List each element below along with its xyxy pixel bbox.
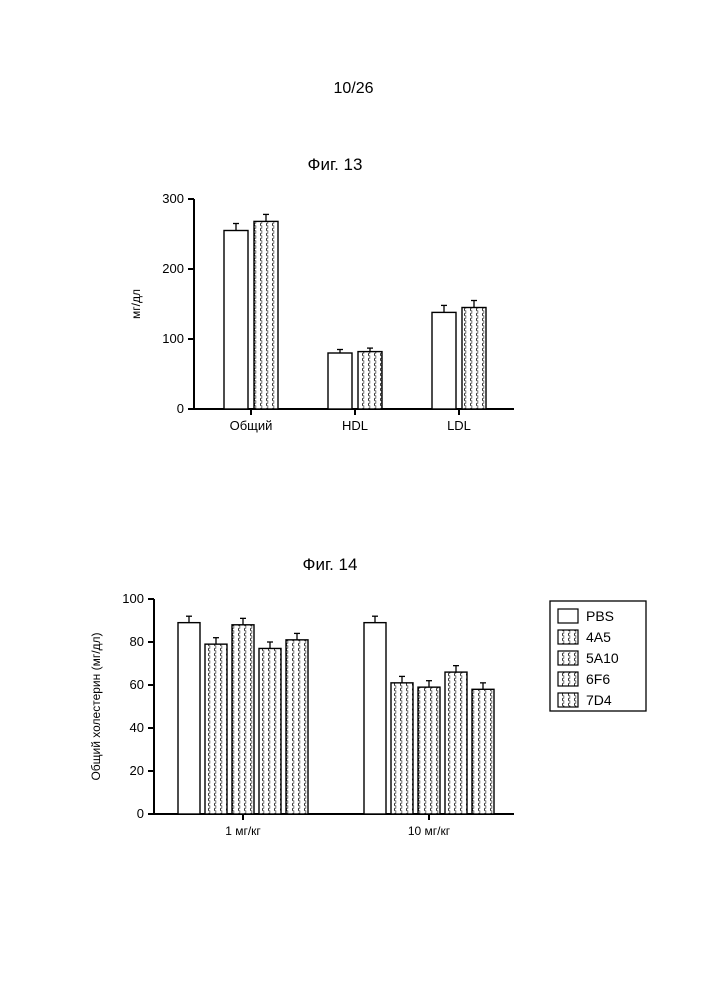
category-label: 1 мг/кг bbox=[225, 824, 261, 838]
legend-swatch bbox=[558, 651, 578, 665]
bar bbox=[232, 625, 254, 814]
page-number: 10/26 bbox=[0, 80, 707, 98]
category-label: Общий bbox=[230, 418, 273, 433]
y-axis-label: мг/дл bbox=[129, 289, 143, 319]
svg-text:80: 80 bbox=[130, 634, 144, 649]
bar bbox=[286, 640, 308, 814]
figure-14: Фиг. 14 020406080100Общий холестерин (мг… bbox=[80, 555, 640, 867]
figure-14-chart: 0 20 40 60 80 100 Общий холестерин (мг/дл) 1 мг… bbox=[80, 587, 660, 867]
bar bbox=[205, 644, 227, 814]
figure-13: Фиг. 13 0 100 200 300 мг/дл Общий HDL LDL bbox=[120, 155, 550, 447]
bar bbox=[445, 672, 467, 814]
page: 10/26 Фиг. 13 0100200300мг/длОбщийHDLLDL… bbox=[0, 0, 707, 1000]
legend-label: 4A5 bbox=[586, 629, 611, 645]
category-label: 10 мг/кг bbox=[408, 824, 451, 838]
category-label: HDL bbox=[342, 418, 368, 433]
figure-13-chart: 0 100 200 300 мг/дл Общий HDL LDL bbox=[120, 187, 550, 447]
svg-text:40: 40 bbox=[130, 720, 144, 735]
legend-label: 7D4 bbox=[586, 692, 612, 708]
svg-text:0: 0 bbox=[177, 401, 184, 416]
bar bbox=[462, 308, 486, 410]
y-axis-label: Общий холестерин (мг/дл) bbox=[89, 632, 103, 780]
figure-14-title: Фиг. 14 bbox=[20, 555, 640, 575]
bar bbox=[472, 689, 494, 814]
svg-text:100: 100 bbox=[122, 591, 144, 606]
legend-swatch bbox=[558, 672, 578, 686]
svg-text:0: 0 bbox=[137, 806, 144, 821]
bar bbox=[364, 623, 386, 814]
bar bbox=[178, 623, 200, 814]
bar bbox=[224, 231, 248, 410]
bar bbox=[432, 312, 456, 409]
category-label: LDL bbox=[447, 418, 471, 433]
legend-swatch bbox=[558, 693, 578, 707]
svg-text:100: 100 bbox=[162, 331, 184, 346]
legend-swatch bbox=[558, 630, 578, 644]
svg-text:200: 200 bbox=[162, 261, 184, 276]
legend-label: 5A10 bbox=[586, 650, 619, 666]
svg-text:20: 20 bbox=[130, 763, 144, 778]
svg-text:300: 300 bbox=[162, 191, 184, 206]
bar bbox=[259, 648, 281, 814]
bar bbox=[254, 221, 278, 409]
bar bbox=[358, 352, 382, 409]
bar bbox=[418, 687, 440, 814]
legend-label: PBS bbox=[586, 608, 614, 624]
legend-swatch bbox=[558, 609, 578, 623]
legend-label: 6F6 bbox=[586, 671, 610, 687]
svg-text:60: 60 bbox=[130, 677, 144, 692]
bar bbox=[328, 353, 352, 409]
figure-13-title: Фиг. 13 bbox=[120, 155, 550, 175]
bar bbox=[391, 683, 413, 814]
